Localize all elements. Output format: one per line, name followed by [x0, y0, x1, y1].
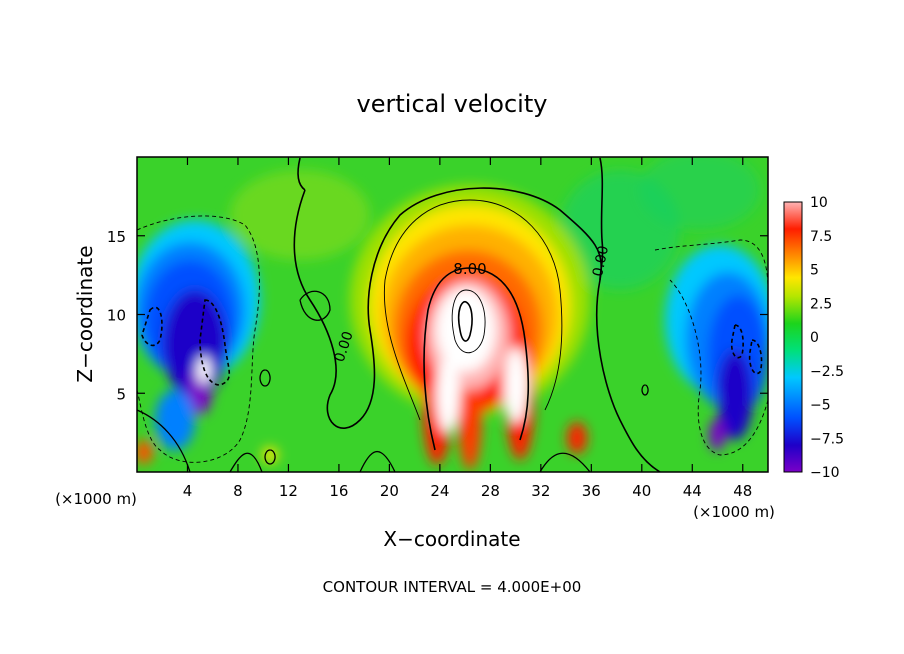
- heatmap-field: [137, 157, 768, 472]
- contour-lines: [137, 157, 768, 472]
- colorbar-tick-label: 7.5: [810, 229, 832, 245]
- x-tick-label: 20: [380, 482, 399, 500]
- colorbar-tick-label: 10: [810, 195, 828, 211]
- colorbar-tick-label: −5: [810, 398, 831, 414]
- x-tick-label: 28: [481, 482, 500, 500]
- contour-zero-center: [293, 187, 661, 472]
- contour-12b: [457, 301, 473, 342]
- colorbar-tick-label: −2.5: [810, 364, 844, 380]
- x-tick-label: 48: [733, 482, 752, 500]
- x-tick-label: 4: [183, 482, 193, 500]
- x-axis-ticks: 4 8 12 16 20 24 28 32 36 40 44 48: [183, 157, 752, 500]
- x-unit-left: (×1000 m): [55, 490, 137, 508]
- colorbar-tick-label: 0: [810, 330, 819, 346]
- colorbar: [783, 201, 803, 473]
- x-tick-label: 16: [329, 482, 348, 500]
- x-tick-label: 12: [279, 482, 298, 500]
- colorbar-tick-label: 2.5: [810, 296, 832, 312]
- contour-zero-top: [297, 157, 306, 191]
- chart-title: vertical velocity: [357, 90, 548, 118]
- y-tick-label: 10: [107, 307, 126, 325]
- contour-12: [451, 289, 486, 353]
- colorbar-tick-label: −7.5: [810, 431, 844, 447]
- contour-bottom: [137, 409, 591, 472]
- contour-neg-left: [137, 215, 260, 463]
- contour-label-0-right: 0.00: [590, 244, 612, 278]
- contour-4: [383, 199, 563, 421]
- y-axis-title: Z−coordinate: [73, 245, 97, 382]
- x-tick-label: 36: [582, 482, 601, 500]
- x-tick-label: 24: [430, 482, 449, 500]
- colorbar-ticks: 10 7.5 5 2.5 0 −2.5 −5 −7.5 −10: [810, 195, 844, 481]
- contour-neg-right-inner: [730, 324, 763, 375]
- colorbar-tick-label: 5: [810, 263, 819, 279]
- x-unit-right: (×1000 m): [693, 503, 775, 521]
- y-tick-label: 15: [107, 228, 126, 246]
- contour-small-rings: [259, 290, 649, 465]
- x-tick-label: 44: [683, 482, 702, 500]
- contour-neg-left-inner: [141, 299, 231, 386]
- y-axis-ticks: 5 10 15: [107, 228, 768, 403]
- contour-zero-right: [599, 157, 604, 281]
- x-tick-label: 40: [632, 482, 651, 500]
- contour-neg-right: [654, 239, 768, 456]
- x-axis-title: X−coordinate: [383, 527, 520, 551]
- contour-interval-note: CONTOUR INTERVAL = 4.000E+00: [323, 578, 582, 596]
- contour-label-8: 8.00: [453, 260, 486, 278]
- colorbar-tick-label: −10: [810, 465, 840, 481]
- y-tick-label: 5: [116, 385, 126, 403]
- x-tick-label: 8: [233, 482, 243, 500]
- contour-8: [423, 267, 530, 451]
- x-tick-label: 32: [531, 482, 550, 500]
